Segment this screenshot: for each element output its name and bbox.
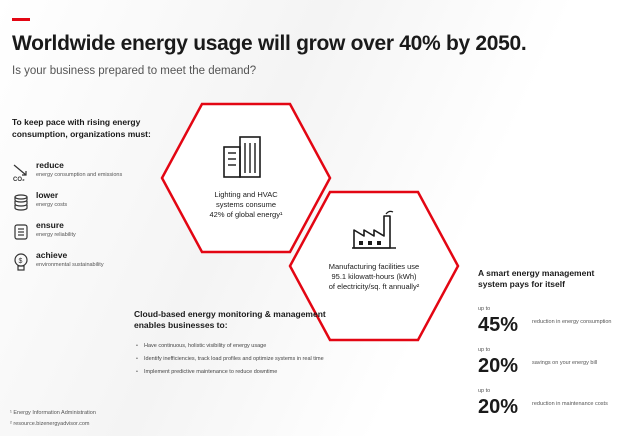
action-ensure: ensure energy reliability <box>12 220 182 246</box>
stat-maintenance: up to 20% reduction in maintenance costs <box>478 388 618 428</box>
hex-line: Lighting and HVAC <box>214 190 278 199</box>
accent-bar <box>12 18 30 21</box>
hex-line: 42% of global energy¹ <box>209 210 283 219</box>
hexagon-manufacturing-text: Manufacturing facilities use 95.1 kilowa… <box>304 262 444 292</box>
lightbulb-icon: $ <box>14 253 28 271</box>
svg-text:CO₂: CO₂ <box>13 177 25 182</box>
hexagon-lighting <box>160 102 332 254</box>
stat-what: savings on your energy bill <box>532 360 598 366</box>
factory-icon <box>352 210 396 249</box>
cloud-bullet: Implement predictive maintenance to redu… <box>134 368 334 376</box>
stat-bill: up to 20% savings on your energy bill <box>478 347 618 387</box>
action-reduce: CO₂ reduce energy consumption and emissi… <box>12 160 182 186</box>
action-lower: lower energy costs <box>12 190 182 216</box>
hex-line: of electricity/sq. ft annually² <box>328 282 420 291</box>
svg-text:$: $ <box>19 258 23 265</box>
action-verb: reduce <box>36 160 64 170</box>
action-desc: environmental sustainability <box>36 262 104 268</box>
action-verb: ensure <box>36 220 64 230</box>
stat-value: 45% <box>478 314 519 336</box>
building-icon <box>223 136 261 178</box>
action-desc: energy consumption and emissions <box>36 172 123 178</box>
footnote-1: ¹ Energy Information Administration <box>10 410 96 416</box>
action-achieve: $ achieve environmental sustainability <box>12 250 182 276</box>
stat-value: 20% <box>478 396 519 418</box>
stat-value: 20% <box>478 355 519 377</box>
stat-upto: up to <box>478 347 491 353</box>
action-verb: achieve <box>36 250 68 260</box>
hex-line: 95.1 kilowatt-hours (kWh) <box>331 272 417 281</box>
page-title: Worldwide energy usage will grow over 40… <box>12 32 527 55</box>
plug-icon <box>14 224 28 240</box>
footnote-2: ² resource.bizenergyadvisor.com <box>10 421 90 427</box>
hex-line: Manufacturing facilities use <box>328 262 420 271</box>
action-desc: energy reliability <box>36 232 76 238</box>
action-desc: energy costs <box>36 202 68 208</box>
cloud-bullets: Have continuous, holistic visibility of … <box>134 342 334 381</box>
hex-line: systems consume <box>215 200 277 209</box>
stat-upto: up to <box>478 306 491 312</box>
action-verb: lower <box>36 190 59 200</box>
page-subtitle: Is your business prepared to meet the de… <box>12 65 257 77</box>
stat-upto: up to <box>478 388 491 394</box>
coins-icon <box>14 194 28 211</box>
stat-what: reduction in energy consumption <box>532 319 612 325</box>
cloud-bullet: Have continuous, holistic visibility of … <box>134 342 334 350</box>
stat-what: reduction in maintenance costs <box>532 401 608 407</box>
smart-heading: A smart energy management system pays fo… <box>478 268 595 289</box>
intro-text: To keep pace with rising energy consumpt… <box>12 117 151 139</box>
hexagon-lighting-text: Lighting and HVAC systems consume 42% of… <box>176 190 316 220</box>
co2-down-icon: CO₂ <box>13 164 27 182</box>
cloud-heading: Cloud-based energy monitoring & manageme… <box>134 309 326 330</box>
stat-energy: up to 45% reduction in energy consumptio… <box>478 306 618 346</box>
cloud-bullet: Identify inefficiencies, track load prof… <box>134 355 334 363</box>
hexagon-manufacturing <box>288 190 460 342</box>
